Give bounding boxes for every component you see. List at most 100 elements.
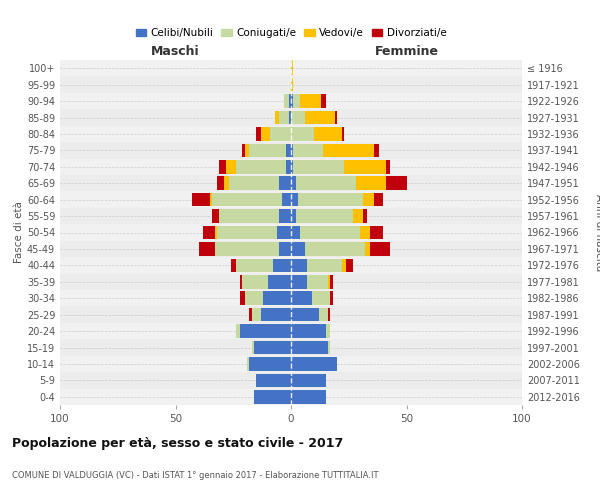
Bar — [226, 160, 236, 173]
Bar — [60, 356, 522, 372]
Bar — [323, 144, 374, 157]
Bar — [346, 258, 353, 272]
Bar — [298, 193, 362, 206]
Bar — [300, 94, 321, 108]
Bar — [296, 176, 356, 190]
Bar — [224, 176, 229, 190]
Bar — [215, 226, 217, 239]
Bar — [220, 210, 280, 223]
Bar — [307, 275, 328, 288]
Text: Femmine: Femmine — [374, 46, 439, 59]
Bar — [291, 176, 296, 190]
Bar — [370, 226, 383, 239]
Bar — [289, 94, 291, 108]
Bar — [291, 242, 305, 256]
Y-axis label: Fasce di età: Fasce di età — [14, 202, 24, 264]
Bar — [296, 210, 353, 223]
Bar — [330, 275, 332, 288]
Bar — [261, 308, 291, 322]
Bar — [280, 111, 289, 124]
Bar — [291, 226, 300, 239]
Bar — [365, 242, 370, 256]
Bar — [256, 127, 261, 140]
Bar — [293, 160, 344, 173]
Bar — [293, 144, 323, 157]
Bar — [293, 94, 300, 108]
Bar — [291, 308, 319, 322]
Bar — [291, 374, 326, 387]
Bar — [60, 224, 522, 240]
Bar — [60, 208, 522, 224]
Bar — [374, 144, 379, 157]
Bar — [240, 292, 245, 305]
Bar — [60, 340, 522, 355]
Bar — [250, 357, 291, 370]
Bar — [291, 292, 312, 305]
Bar — [386, 160, 391, 173]
Bar — [270, 127, 291, 140]
Bar — [280, 242, 291, 256]
Bar — [291, 111, 305, 124]
Bar — [60, 142, 522, 158]
Bar — [212, 210, 220, 223]
Bar — [275, 111, 280, 124]
Bar — [360, 226, 370, 239]
Bar — [268, 275, 291, 288]
Bar — [212, 193, 282, 206]
Bar — [362, 210, 367, 223]
Bar — [250, 144, 286, 157]
Bar — [60, 93, 522, 110]
Bar — [291, 160, 293, 173]
Bar — [60, 372, 522, 388]
Bar — [335, 111, 337, 124]
Bar — [286, 144, 291, 157]
Bar — [60, 323, 522, 340]
Bar — [344, 160, 386, 173]
Bar — [199, 242, 215, 256]
Bar — [314, 127, 342, 140]
Bar — [291, 390, 326, 404]
Text: Popolazione per età, sesso e stato civile - 2017: Popolazione per età, sesso e stato civil… — [12, 437, 343, 450]
Bar — [272, 258, 291, 272]
Bar — [240, 275, 242, 288]
Bar — [254, 390, 291, 404]
Bar — [60, 76, 522, 93]
Bar — [215, 242, 280, 256]
Bar — [242, 144, 245, 157]
Bar — [254, 341, 291, 354]
Bar — [305, 242, 365, 256]
Bar — [236, 324, 240, 338]
Bar — [291, 210, 296, 223]
Bar — [60, 274, 522, 290]
Bar — [60, 290, 522, 306]
Bar — [60, 257, 522, 274]
Bar — [236, 258, 272, 272]
Bar — [282, 193, 291, 206]
Bar — [328, 275, 330, 288]
Bar — [374, 193, 383, 206]
Bar — [245, 144, 250, 157]
Bar — [286, 160, 291, 173]
Bar — [305, 111, 335, 124]
Bar — [342, 258, 346, 272]
Bar — [291, 62, 293, 75]
Bar — [328, 308, 330, 322]
Bar — [191, 193, 210, 206]
Bar — [289, 111, 291, 124]
Bar — [256, 374, 291, 387]
Bar — [231, 258, 236, 272]
Bar — [60, 60, 522, 76]
Legend: Celibi/Nubili, Coniugati/e, Vedovi/e, Divorziati/e: Celibi/Nubili, Coniugati/e, Vedovi/e, Di… — [131, 24, 451, 42]
Bar — [229, 176, 280, 190]
Bar — [342, 127, 344, 140]
Bar — [321, 94, 326, 108]
Bar — [203, 226, 215, 239]
Bar — [291, 341, 328, 354]
Bar — [242, 275, 268, 288]
Bar — [252, 341, 254, 354]
Bar — [245, 292, 263, 305]
Bar — [60, 240, 522, 257]
Bar — [217, 176, 224, 190]
Bar — [250, 308, 252, 322]
Bar — [291, 258, 307, 272]
